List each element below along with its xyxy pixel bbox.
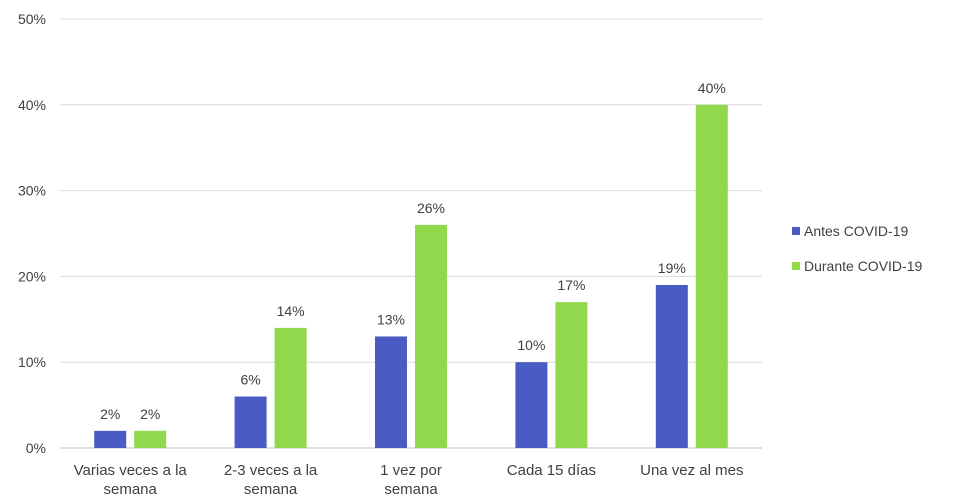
data-label: 19% <box>658 260 686 276</box>
bar-antes <box>375 336 407 448</box>
x-category-label: Cada 15 días <box>507 462 596 479</box>
y-tick-label: 10% <box>18 354 46 370</box>
data-label: 17% <box>557 277 585 293</box>
data-label: 40% <box>698 80 726 96</box>
bar-antes <box>515 362 548 448</box>
bar-antes <box>655 284 688 448</box>
legend-swatch <box>792 227 800 235</box>
data-label: 10% <box>517 337 545 353</box>
x-category-label: semana <box>244 481 298 498</box>
x-category-label: 2-3 veces a la <box>224 462 318 479</box>
x-category-label: semana <box>104 481 158 498</box>
y-tick-label: 0% <box>26 440 46 456</box>
data-label: 2% <box>140 406 160 422</box>
legend-label: Durante COVID-19 <box>804 258 922 274</box>
gridlines <box>60 18 762 449</box>
y-tick-label: 30% <box>18 183 46 199</box>
data-labels: 2% 2% 6% 14% 13% 26% 10% 17% 19% 40% <box>100 80 726 422</box>
bar-durante <box>555 302 588 448</box>
bar-antes <box>94 430 127 448</box>
y-tick-label: 40% <box>18 97 46 113</box>
y-tick-label: 50% <box>18 11 46 27</box>
bar-antes <box>234 396 267 448</box>
data-label: 14% <box>277 303 305 319</box>
legend: Antes COVID-19 Durante COVID-19 <box>792 223 922 274</box>
x-category-label: Una vez al mes <box>640 462 743 479</box>
bars <box>94 104 728 449</box>
legend-swatch <box>792 262 800 270</box>
data-label: 6% <box>240 372 260 388</box>
bar-durante <box>274 327 307 448</box>
bar-durante <box>415 224 447 448</box>
data-label: 26% <box>417 200 445 216</box>
bar-durante <box>695 104 728 449</box>
data-label: 13% <box>377 311 405 327</box>
x-category-label: Varias veces a la <box>74 462 188 479</box>
y-axis-ticks: 0% 10% 20% 30% 40% 50% <box>18 11 46 456</box>
x-category-label: 1 vez por <box>380 462 442 479</box>
x-category-label: semana <box>384 481 438 498</box>
data-label: 2% <box>100 406 120 422</box>
x-axis-categories: Varias veces a la semana 2-3 veces a la sem… <box>74 462 744 498</box>
y-tick-label: 20% <box>18 268 46 284</box>
legend-label: Antes COVID-19 <box>804 223 908 239</box>
bar-durante <box>134 430 167 448</box>
